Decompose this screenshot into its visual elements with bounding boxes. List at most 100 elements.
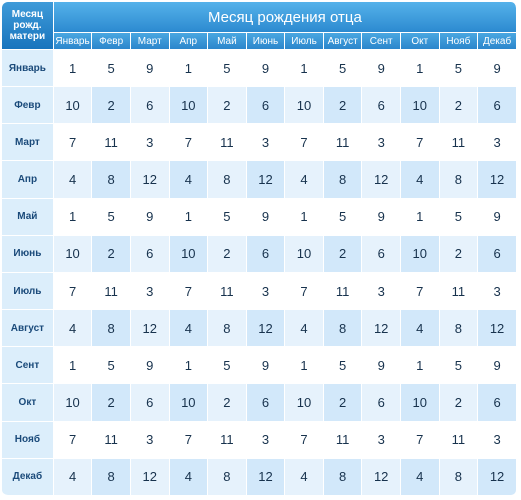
- table-cell: 11: [92, 272, 131, 311]
- table-cell: 2: [92, 87, 131, 125]
- table-cell: 11: [439, 124, 479, 162]
- table-cell: 11: [439, 272, 479, 311]
- table-cell: 6: [246, 87, 286, 125]
- table-cell: 5: [92, 347, 131, 385]
- table-row: Апр 4 8 12 4 8 12 4 8 12 4 8 12: [2, 161, 517, 199]
- table-cell: 12: [478, 310, 517, 348]
- row-header: Апр: [2, 161, 54, 199]
- table-cell: 11: [92, 124, 131, 162]
- table-cell: 5: [92, 50, 131, 88]
- table-cell: 4: [285, 310, 324, 348]
- table-cell: 6: [478, 235, 517, 273]
- table-body: Январь 1 5 9 1 5 9 1 5 9 1 5 9 Февр 10 2 6 10 2 6 10 2 6 10 2 6 Ма…: [2, 50, 517, 496]
- table-cell: 9: [362, 50, 401, 88]
- table-cell: 4: [169, 458, 209, 496]
- table-cell: 10: [169, 384, 209, 422]
- table-cell: 10: [285, 384, 324, 422]
- table-cell: 12: [478, 458, 517, 496]
- table-cell: 3: [362, 421, 401, 459]
- row-header: Январь: [2, 50, 54, 88]
- table-cell: 4: [400, 458, 440, 496]
- row-header: Июль: [2, 272, 54, 311]
- table-cell: 7: [285, 272, 324, 311]
- table-cell: 11: [323, 124, 363, 162]
- table-cell: 2: [439, 384, 479, 422]
- table-cell: 1: [400, 50, 440, 88]
- table-cell: 10: [53, 384, 93, 422]
- table-cell: 7: [169, 124, 209, 162]
- table-cell: 11: [323, 421, 363, 459]
- table-row: Окт 10 2 6 10 2 6 10 2 6 10 2 6: [2, 384, 517, 422]
- table-cell: 7: [53, 421, 93, 459]
- table-cell: 4: [285, 161, 324, 199]
- table-cell: 1: [53, 347, 93, 385]
- table-cell: 9: [130, 347, 170, 385]
- table-cell: 11: [208, 421, 247, 459]
- table-cell: 11: [92, 421, 131, 459]
- table-cell: 5: [208, 50, 247, 88]
- table-cell: 5: [439, 198, 479, 236]
- table-cell: 9: [246, 347, 286, 385]
- table-cell: 4: [285, 458, 324, 496]
- row-header: Сент: [2, 347, 54, 385]
- column-header: Февр: [92, 33, 131, 50]
- table-cell: 7: [400, 272, 440, 311]
- table-cell: 12: [130, 161, 170, 199]
- table-cell: 8: [92, 458, 131, 496]
- column-header: Сент: [362, 33, 401, 50]
- table-cell: 10: [169, 87, 209, 125]
- table-cell: 7: [400, 124, 440, 162]
- table-cell: 2: [208, 235, 247, 273]
- table-row: Январь 1 5 9 1 5 9 1 5 9 1 5 9: [2, 50, 517, 88]
- column-header: Май: [208, 33, 247, 50]
- table-cell: 8: [92, 310, 131, 348]
- table-cell: 8: [208, 458, 247, 496]
- table-cell: 3: [478, 272, 517, 311]
- table-cell: 5: [323, 50, 363, 88]
- table-cell: 12: [246, 310, 286, 348]
- table-row: Август 4 8 12 4 8 12 4 8 12 4 8 12: [2, 310, 517, 348]
- table-cell: 2: [323, 384, 363, 422]
- table-cell: 8: [208, 161, 247, 199]
- table-cell: 1: [400, 347, 440, 385]
- table-cell: 2: [208, 384, 247, 422]
- table-row: Сент 1 5 9 1 5 9 1 5 9 1 5 9: [2, 347, 517, 385]
- table-cell: 8: [323, 310, 363, 348]
- table-cell: 10: [285, 87, 324, 125]
- table-cell: 4: [53, 458, 93, 496]
- table-cell: 7: [169, 421, 209, 459]
- table-cell: 5: [439, 50, 479, 88]
- table-cell: 10: [53, 87, 93, 125]
- table-cell: 10: [53, 235, 93, 273]
- table-cell: 3: [246, 421, 286, 459]
- table-cell: 1: [169, 50, 209, 88]
- table-cell: 6: [362, 384, 401, 422]
- column-header: Декаб: [478, 33, 517, 50]
- table-cell: 10: [400, 235, 440, 273]
- table-cell: 1: [53, 198, 93, 236]
- table-row: Май 1 5 9 1 5 9 1 5 9 1 5 9: [2, 198, 517, 236]
- table-cell: 2: [323, 87, 363, 125]
- table-cell: 7: [53, 272, 93, 311]
- column-header: Март: [130, 33, 170, 50]
- table-cell: 5: [92, 198, 131, 236]
- table-cell: 1: [285, 50, 324, 88]
- column-header: Окт: [400, 33, 440, 50]
- table-cell: 8: [92, 161, 131, 199]
- table-row: Декаб 4 8 12 4 8 12 4 8 12 4 8 12: [2, 458, 517, 496]
- table-cell: 3: [478, 421, 517, 459]
- table-cell: 8: [323, 161, 363, 199]
- table-cell: 6: [130, 87, 170, 125]
- table-cell: 6: [130, 235, 170, 273]
- row-header: Июнь: [2, 235, 54, 273]
- table-cell: 7: [285, 421, 324, 459]
- table-cell: 12: [362, 458, 401, 496]
- table-cell: 3: [362, 124, 401, 162]
- table-cell: 10: [285, 235, 324, 273]
- table-cell: 12: [362, 161, 401, 199]
- table-cell: 5: [323, 347, 363, 385]
- table-cell: 6: [478, 384, 517, 422]
- table-cell: 8: [323, 458, 363, 496]
- table-cell: 1: [285, 347, 324, 385]
- table-cell: 10: [400, 87, 440, 125]
